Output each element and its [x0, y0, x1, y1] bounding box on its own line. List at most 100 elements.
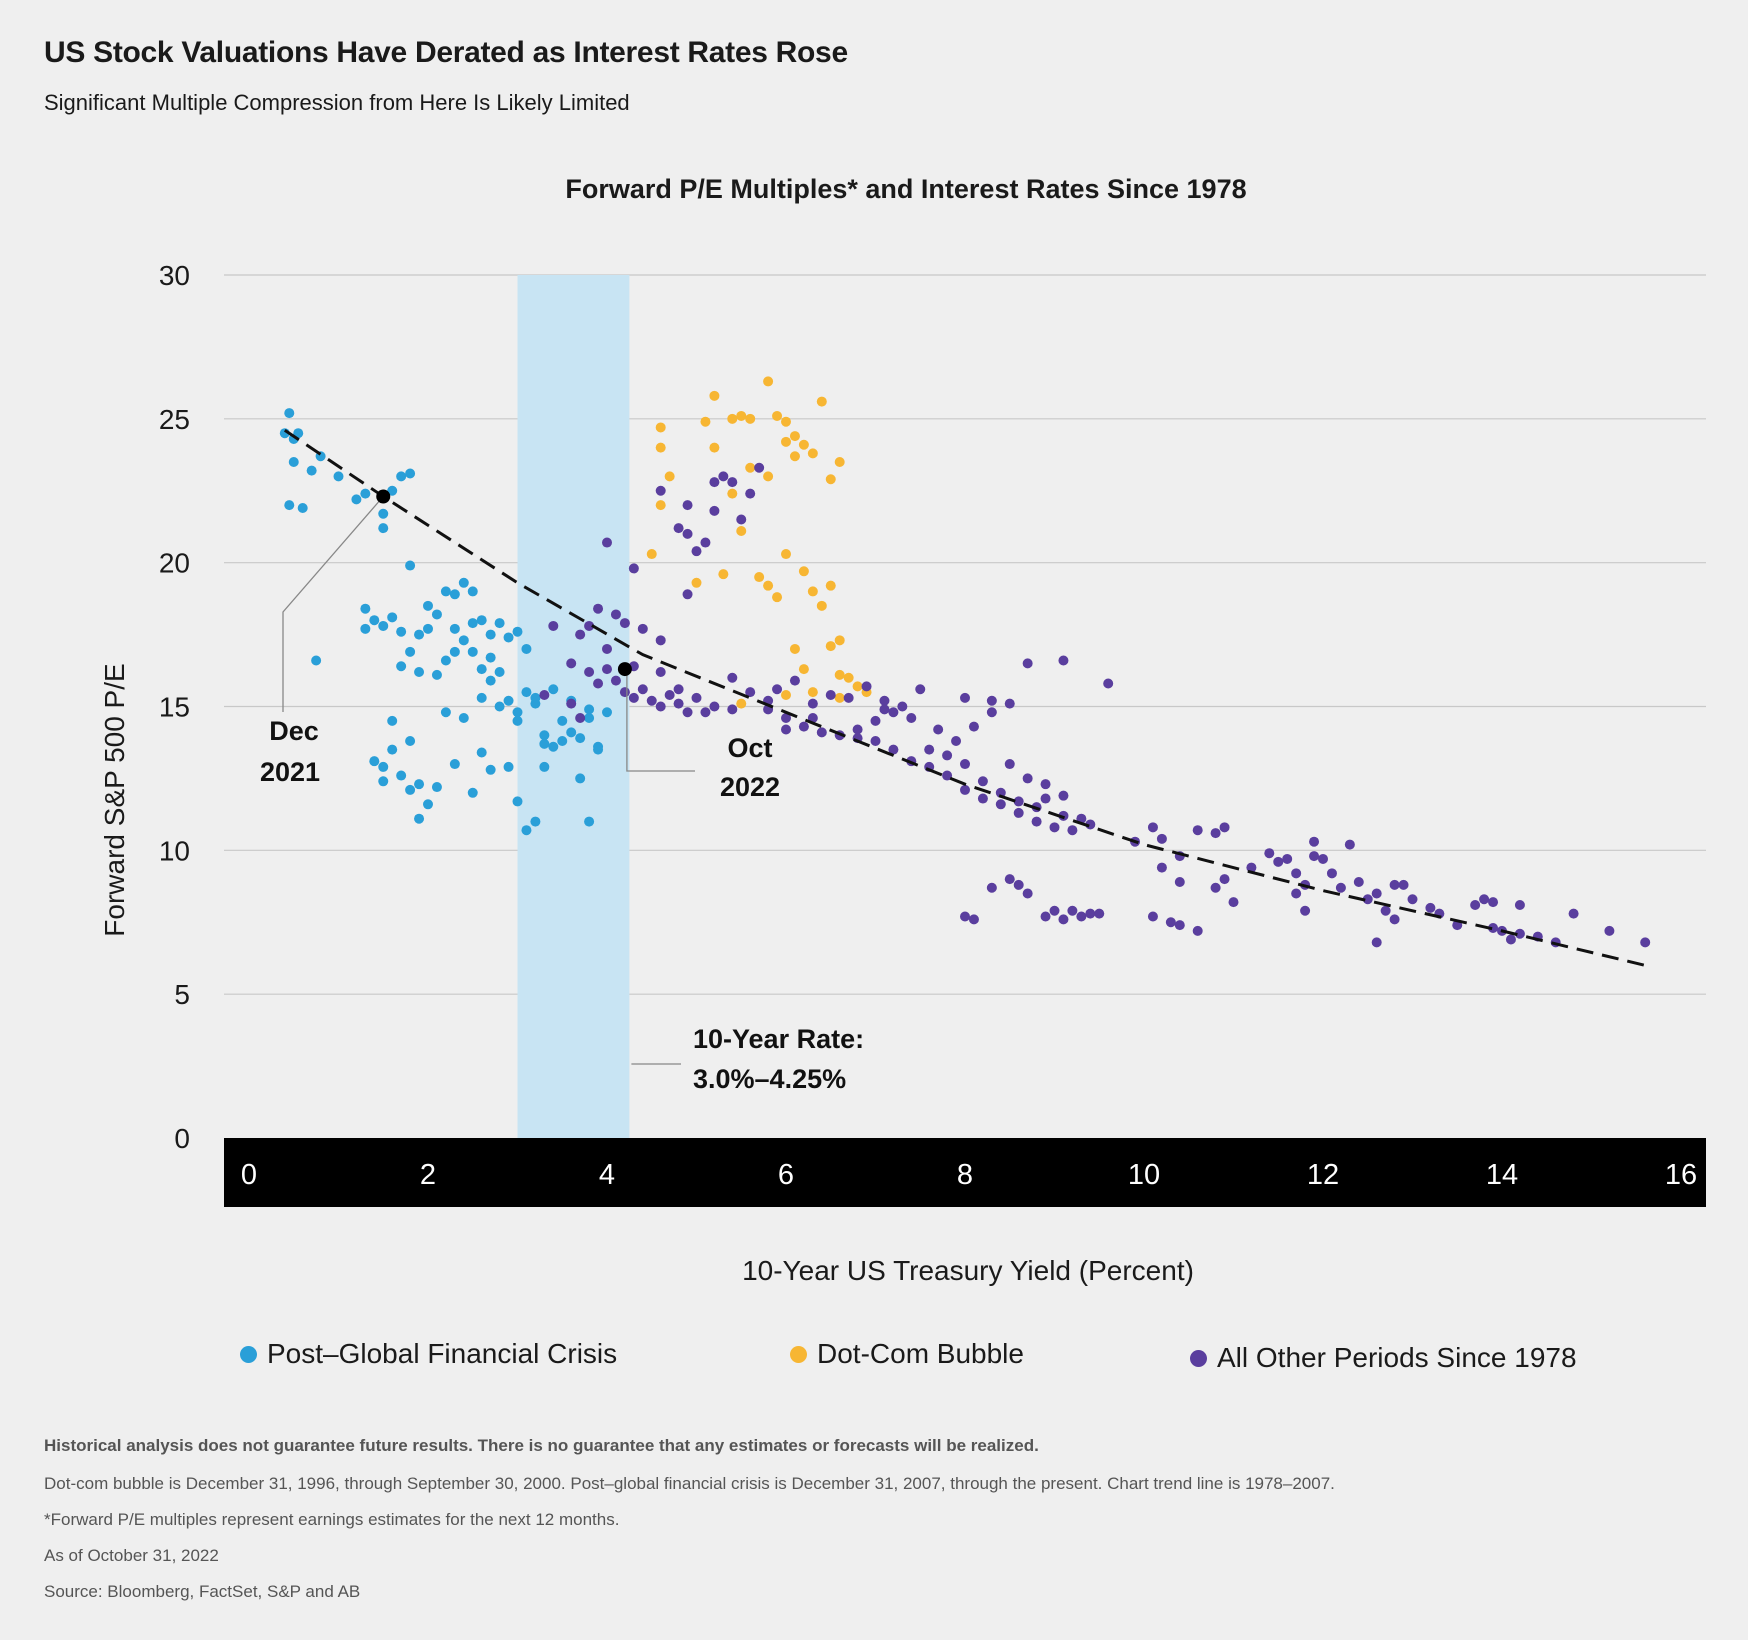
point-other: [1013, 796, 1024, 807]
point-other: [995, 799, 1006, 810]
point-post_gfc: [512, 626, 523, 637]
point-other: [745, 488, 756, 499]
point-other: [906, 713, 917, 724]
point-other: [718, 471, 729, 482]
point-other: [1228, 897, 1239, 908]
point-post_gfc: [387, 744, 398, 755]
point-post_gfc: [378, 508, 389, 519]
point-post_gfc: [405, 560, 416, 571]
point-other: [673, 523, 684, 534]
point-dotcom: [664, 471, 675, 482]
point-dotcom: [709, 390, 720, 401]
point-other: [1344, 839, 1355, 850]
point-other: [664, 689, 675, 700]
legend-label-dotcom: Dot-Com Bubble: [817, 1338, 1024, 1369]
point-other: [1004, 874, 1015, 885]
point-post_gfc: [503, 632, 514, 643]
point-post_gfc: [575, 733, 586, 744]
point-other: [977, 776, 988, 787]
point-other: [682, 528, 693, 539]
point-other: [1192, 825, 1203, 836]
point-post_gfc: [405, 784, 416, 795]
point-dotcom: [781, 416, 791, 427]
point-other: [1067, 905, 1078, 916]
point-dotcom: [807, 448, 818, 459]
point-dotcom: [772, 592, 783, 603]
point-dotcom: [655, 500, 666, 511]
y-tick-label: 5: [174, 979, 190, 1010]
point-post_gfc: [593, 744, 604, 755]
point-other: [610, 675, 621, 686]
point-dotcom: [781, 689, 791, 700]
x-tick-label: 10: [1128, 1159, 1160, 1191]
point-dotcom: [754, 572, 765, 583]
point-other: [637, 623, 648, 634]
point-other: [861, 681, 872, 692]
point-other: [1514, 899, 1525, 910]
point-other: [1040, 779, 1051, 790]
point-post_gfc: [494, 666, 505, 677]
point-post_gfc: [440, 707, 451, 718]
point-post_gfc: [297, 503, 308, 514]
point-other: [682, 707, 693, 718]
point-other: [1013, 879, 1024, 890]
legend-label-other: All Other Periods Since 1978: [1217, 1342, 1577, 1373]
point-post_gfc: [431, 782, 442, 793]
point-dotcom: [700, 416, 711, 427]
point-other: [566, 658, 577, 669]
point-dotcom: [807, 687, 818, 698]
point-dotcom: [825, 641, 836, 652]
point-other: [628, 692, 639, 703]
y-tick-label: 20: [159, 548, 190, 579]
data-points: [279, 376, 1651, 948]
point-post_gfc: [293, 428, 304, 439]
point-post_gfc: [530, 816, 541, 827]
point-other: [1147, 911, 1158, 922]
point-other: [1479, 894, 1490, 905]
point-dotcom: [727, 413, 738, 424]
y-tick-label: 25: [159, 404, 190, 435]
point-other: [727, 477, 738, 488]
point-other: [852, 724, 863, 735]
point-other: [1147, 822, 1158, 833]
point-other: [736, 514, 747, 525]
x-tick-label: 8: [957, 1159, 973, 1191]
point-other: [888, 744, 899, 755]
point-dotcom: [789, 643, 800, 654]
point-other: [879, 695, 890, 706]
point-other: [986, 882, 997, 893]
point-post_gfc: [548, 684, 559, 695]
point-post_gfc: [485, 675, 496, 686]
point-other: [1318, 853, 1328, 864]
point-other: [977, 793, 988, 804]
point-post_gfc: [476, 664, 487, 675]
point-post_gfc: [584, 816, 595, 827]
point-other: [1103, 678, 1114, 689]
point-other: [745, 687, 756, 698]
point-other: [727, 704, 738, 715]
point-other: [1192, 925, 1203, 936]
point-other: [1004, 759, 1015, 770]
point-dotcom: [816, 396, 827, 407]
point-dotcom: [655, 422, 666, 433]
point-other: [1300, 905, 1311, 916]
point-other: [1219, 874, 1230, 885]
point-post_gfc: [360, 488, 371, 499]
point-post_gfc: [467, 586, 478, 597]
point-post_gfc: [351, 494, 362, 505]
point-other: [1165, 917, 1176, 928]
point-other: [897, 701, 908, 712]
point-other: [915, 684, 926, 695]
point-other: [1505, 934, 1516, 945]
footer-source: Source: Bloomberg, FactSet, S&P and AB: [44, 1582, 361, 1601]
x-tick-label: 2: [420, 1159, 436, 1191]
point-other: [1488, 897, 1499, 908]
point-other: [700, 707, 711, 718]
point-post_gfc: [539, 761, 550, 772]
point-other: [584, 620, 595, 631]
point-other: [539, 689, 550, 700]
point-dotcom: [691, 577, 702, 588]
oct-2022-label-line1: Oct: [727, 733, 772, 763]
point-dotcom: [843, 672, 854, 683]
legend-item-post-gfc: Post–Global Financial Crisis: [240, 1338, 617, 1370]
